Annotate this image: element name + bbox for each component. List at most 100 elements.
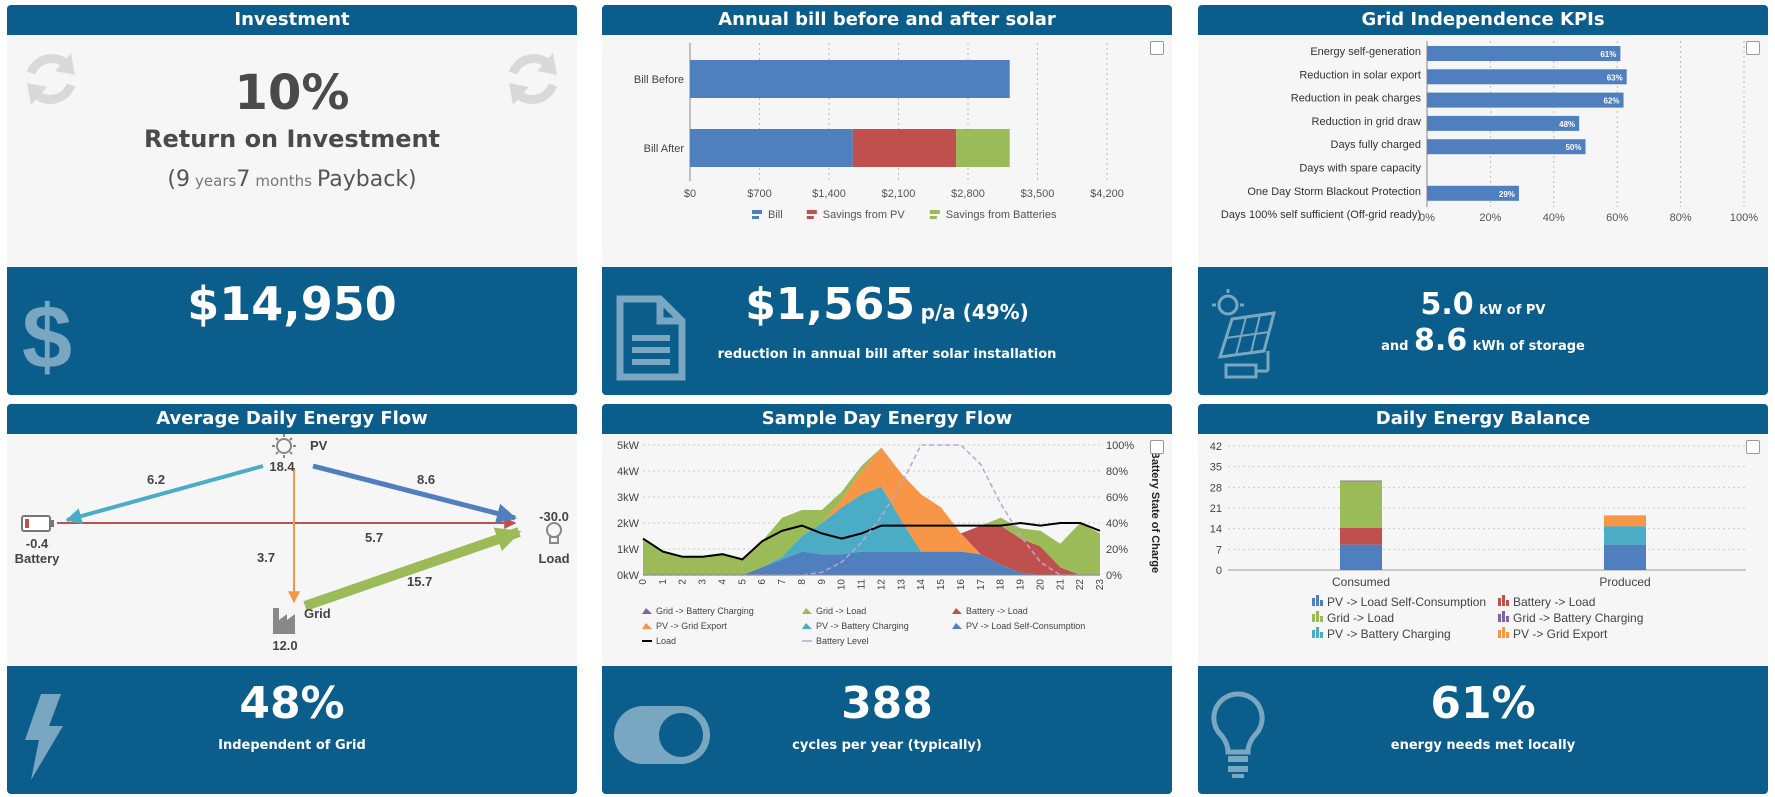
legend-label: PV -> Grid Export (1513, 627, 1608, 641)
y-tick-label: 28 (1210, 482, 1222, 494)
x-tick-label: 11 (857, 579, 868, 590)
payback-months: 7 (236, 167, 251, 192)
x-tick-label: 100% (1730, 212, 1758, 224)
flow-pv-grid-value: 3.7 (257, 550, 275, 565)
kpi-label: Days 100% self sufficient (Off-grid read… (1221, 209, 1421, 221)
dollar-icon: $ (22, 293, 72, 383)
bar-segment (1340, 544, 1382, 570)
x-tick-label: $4,200 (1090, 188, 1124, 200)
kpi-label: Reduction in solar export (1299, 69, 1421, 81)
storage-unit: kWh of storage (1472, 339, 1585, 354)
x-tick-label: 40% (1543, 212, 1565, 224)
download-icon[interactable] (1150, 41, 1164, 55)
x-tick-label: 80% (1670, 212, 1692, 224)
kpi-value-label: 48% (1559, 120, 1575, 129)
roi-label: Return on Investment (143, 125, 441, 153)
kpi-value-label: 50% (1565, 143, 1581, 152)
independent-value: 48% (239, 678, 345, 729)
category-label: Bill Before (634, 74, 684, 86)
legend-label: Grid -> Load (1327, 611, 1394, 625)
legend-swatch (929, 216, 937, 219)
flow-pv-load-value: 8.6 (417, 472, 435, 487)
document-icon (616, 295, 686, 381)
x-tick-label: 22 (1075, 579, 1086, 591)
flow-grid-load (303, 527, 522, 611)
legend-swatch (1316, 611, 1319, 622)
bar-segment (690, 60, 1010, 98)
download-icon[interactable] (1746, 440, 1760, 454)
flow-pv-battery-value: 6.2 (147, 472, 165, 487)
factory-icon (273, 608, 295, 634)
pv-value: 18.4 (269, 459, 295, 474)
bar-segment (1604, 526, 1646, 545)
x-tick-label: 18 (996, 579, 1007, 591)
sample-day-title: Sample Day Energy Flow (602, 404, 1172, 434)
pv-label: PV (310, 438, 328, 453)
bar-segment (1340, 527, 1382, 545)
bar-segment (1604, 515, 1646, 527)
legend-swatch (1498, 630, 1501, 638)
legend-swatch (1502, 595, 1505, 606)
area-series (643, 447, 1100, 575)
lightbulb-icon (1211, 691, 1265, 778)
kpi-foot: 5.0 kW of PV and 8.6 kWh of storage (1198, 267, 1768, 395)
kpi-label: Reduction in peak charges (1291, 93, 1422, 105)
storage-line: and 8.6 kWh of storage (1198, 323, 1768, 358)
battery-label: Battery (15, 551, 61, 566)
area-series (643, 447, 1100, 575)
x-tick-label: 2 (678, 579, 689, 585)
balance-panel: Daily Energy Balance 0 7 14 21 28 35 42 Consume… (1198, 404, 1768, 794)
x-tick-label: 16 (956, 579, 967, 591)
legend-swatch (952, 608, 962, 614)
x-tick-label: $1,400 (812, 188, 846, 200)
kpi-chart: 0% 20% 40% 60% 80% 100% Energy self-generation… (1221, 41, 1758, 224)
legend-label: Grid -> Battery Charging (1513, 611, 1643, 625)
legend-swatch (806, 210, 817, 214)
legend-label: Battery -> Load (966, 606, 1028, 616)
kpi-bar (1427, 69, 1627, 85)
refresh-icon (508, 53, 558, 105)
energy-flow-body: PV 18.4 -0.4 Battery -30.0 Load Grid 12.… (7, 434, 577, 666)
category-label: Bill After (644, 143, 685, 155)
solar-panel-icon (1212, 289, 1277, 379)
x-tick-label: 0% (1419, 212, 1435, 224)
flow-pv-load (312, 463, 517, 524)
legend-swatch (1502, 611, 1505, 622)
grid-label: Grid (304, 606, 331, 621)
payback-text: (9 years7 months Payback) (7, 167, 577, 192)
sample-day-panel: Sample Day Energy Flow 0kW 1kW 2kW 3kW 4kW 5k… (602, 404, 1172, 794)
legend-label: PV -> Load Self-Consumption (966, 621, 1085, 631)
legend-swatch (752, 210, 762, 214)
y-tick-label: 2kW (617, 518, 640, 530)
kpi-value-label: 29% (1499, 190, 1515, 199)
x-tick-label: 13 (896, 579, 907, 591)
cycles-value: 388 (841, 678, 933, 729)
legend-swatch (642, 623, 652, 629)
energy-flow-diagram: PV 18.4 -0.4 Battery -30.0 Load Grid 12.… (15, 434, 570, 653)
sun-icon (272, 434, 296, 458)
legend-label: PV -> Grid Export (656, 621, 727, 631)
bar-segment (1604, 544, 1646, 570)
legend-swatch (929, 210, 940, 214)
y2-tick-label: 20% (1106, 544, 1128, 556)
y-tick-label: 14 (1210, 524, 1222, 536)
download-icon[interactable] (1150, 440, 1164, 454)
y2-tick-label: 40% (1106, 518, 1128, 530)
bar-segment (1340, 480, 1382, 482)
y-tick-label: 1kW (617, 544, 640, 556)
kpi-bar (1427, 92, 1624, 108)
legend-swatch (642, 608, 652, 614)
kpi-bar (1427, 46, 1621, 61)
payback-years: 9 (175, 167, 190, 192)
download-icon[interactable] (1746, 41, 1760, 55)
kpi-label: One Day Storm Blackout Protection (1247, 186, 1421, 198)
balance-chart: 0 7 14 21 28 35 42 Consumed Produced PV -> Load S… (1210, 441, 1746, 641)
flow-pv-battery (65, 464, 264, 524)
investment-body: 10% Return on Investment (9 years7 month… (7, 35, 577, 267)
x-tick-label: 0 (638, 579, 649, 585)
x-tick-label: 6 (757, 579, 768, 585)
kpi-value-label: 62% (1604, 97, 1620, 106)
battery-icon (21, 515, 54, 532)
x-tick-label: 23 (1095, 579, 1106, 591)
area-series (643, 486, 1100, 575)
